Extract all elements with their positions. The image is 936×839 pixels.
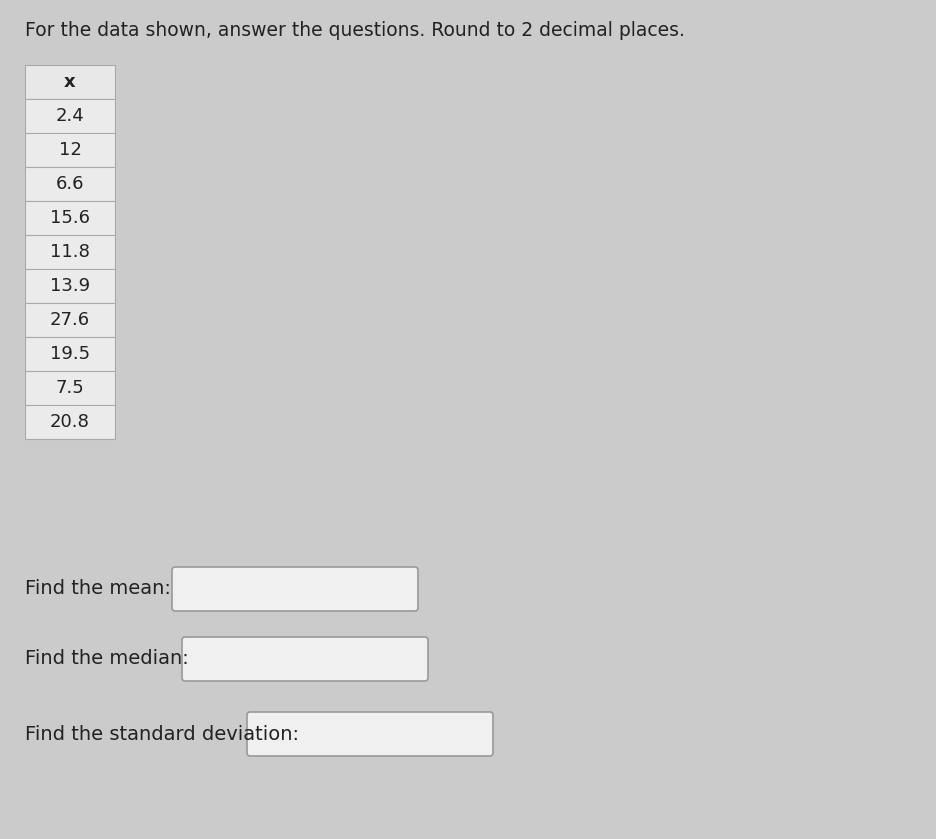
Text: 20.8: 20.8 [50,413,90,431]
Text: 7.5: 7.5 [55,379,84,397]
Bar [25,99,115,133]
Bar [25,201,115,235]
Text: 15.6: 15.6 [50,209,90,227]
Text: Find the mean:: Find the mean: [25,580,170,598]
Bar [25,405,115,439]
Text: x: x [65,73,76,91]
Bar [25,65,115,99]
Text: For the data shown, answer the questions. Round to 2 decimal places.: For the data shown, answer the questions… [25,20,684,39]
Text: 6.6: 6.6 [55,175,84,193]
Text: 19.5: 19.5 [50,345,90,363]
Bar [25,269,115,303]
Bar [25,167,115,201]
Bar [25,133,115,167]
FancyBboxPatch shape [247,712,492,756]
Bar [25,371,115,405]
FancyBboxPatch shape [182,637,428,681]
Text: Find the median:: Find the median: [25,649,188,669]
Bar [25,235,115,269]
Text: 12: 12 [58,141,81,159]
Text: 11.8: 11.8 [50,243,90,261]
FancyBboxPatch shape [172,567,417,611]
Text: Find the standard deviation:: Find the standard deviation: [25,725,299,743]
Bar [25,337,115,371]
Text: 13.9: 13.9 [50,277,90,295]
Bar [25,303,115,337]
Text: 27.6: 27.6 [50,311,90,329]
Text: 2.4: 2.4 [55,107,84,125]
